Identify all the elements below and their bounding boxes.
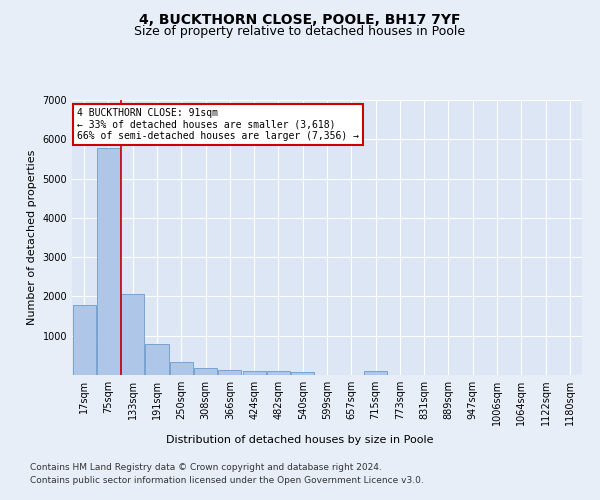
Bar [218, 370, 241, 375]
Bar [242, 371, 266, 375]
Bar [97, 148, 120, 375]
Bar [170, 362, 193, 375]
Text: Size of property relative to detached houses in Poole: Size of property relative to detached ho… [134, 25, 466, 38]
Bar [291, 372, 314, 375]
Text: 4 BUCKTHORN CLOSE: 91sqm
← 33% of detached houses are smaller (3,618)
66% of sem: 4 BUCKTHORN CLOSE: 91sqm ← 33% of detach… [77, 108, 359, 142]
Bar [121, 294, 144, 375]
Y-axis label: Number of detached properties: Number of detached properties [27, 150, 37, 325]
Text: 4, BUCKTHORN CLOSE, POOLE, BH17 7YF: 4, BUCKTHORN CLOSE, POOLE, BH17 7YF [139, 12, 461, 26]
Bar [267, 372, 290, 375]
Bar [145, 344, 169, 375]
Text: Contains public sector information licensed under the Open Government Licence v3: Contains public sector information licen… [30, 476, 424, 485]
Bar [364, 372, 387, 375]
Bar [194, 368, 217, 375]
Bar [73, 305, 95, 375]
Text: Contains HM Land Registry data © Crown copyright and database right 2024.: Contains HM Land Registry data © Crown c… [30, 462, 382, 471]
Text: Distribution of detached houses by size in Poole: Distribution of detached houses by size … [166, 435, 434, 445]
